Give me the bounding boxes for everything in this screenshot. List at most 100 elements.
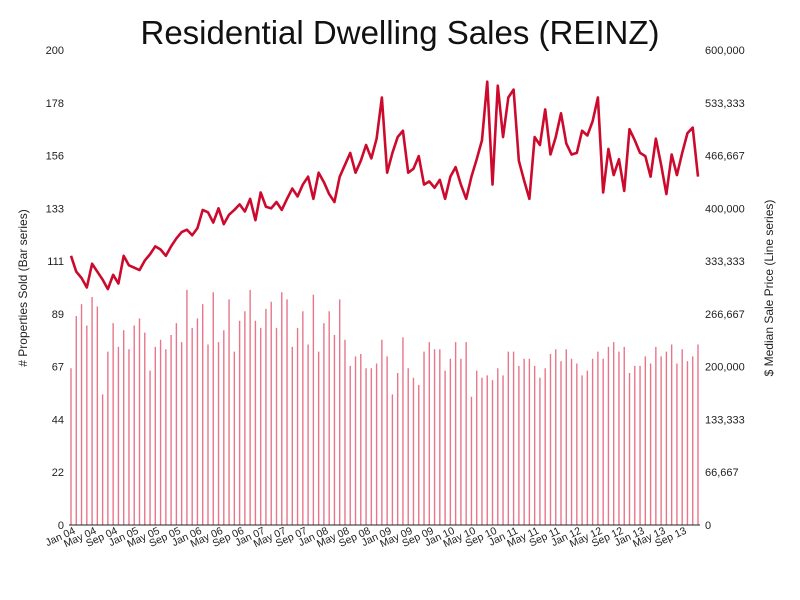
bar: [665, 351, 668, 526]
bar: [481, 377, 483, 525]
bar: [491, 380, 494, 526]
bar: [649, 363, 652, 525]
right-tick-label: 533,333: [705, 98, 745, 110]
bar: [175, 323, 178, 526]
bar: [291, 346, 293, 526]
bar: [565, 349, 567, 525]
bar: [439, 349, 441, 525]
bar: [449, 358, 452, 525]
bar: [228, 299, 230, 526]
bar: [465, 342, 467, 526]
bar: [333, 335, 336, 525]
bar: [296, 327, 299, 526]
bar: [223, 330, 225, 525]
bar: [634, 365, 636, 526]
bar: [70, 368, 72, 525]
right-tick-label: 400,000: [705, 203, 745, 215]
bar: [476, 370, 478, 526]
bar: [628, 373, 631, 525]
bar: [528, 358, 531, 525]
bar: [365, 368, 367, 525]
bar: [317, 351, 320, 526]
bar: [323, 323, 325, 526]
bar: [692, 356, 694, 526]
bar: [581, 375, 583, 526]
bar: [96, 306, 99, 525]
bar: [555, 349, 557, 525]
bar: [128, 349, 130, 525]
right-tick-label: 600,000: [705, 45, 745, 57]
bar: [339, 299, 341, 526]
bar: [349, 365, 351, 526]
bar: [686, 361, 689, 526]
bar: [560, 361, 562, 526]
bar: [344, 339, 346, 525]
bar: [217, 342, 220, 526]
bar: [133, 325, 135, 525]
bar: [144, 332, 146, 526]
bar: [470, 396, 473, 525]
bar: [597, 351, 599, 526]
line-layer: [69, 80, 700, 291]
left-tick-label: 133: [46, 203, 64, 215]
median-price-line: [69, 80, 700, 291]
bar: [396, 373, 399, 525]
bar: [122, 330, 125, 525]
bar: [412, 377, 415, 525]
bars-layer: [70, 289, 699, 526]
bar: [418, 384, 420, 526]
bar: [570, 358, 573, 525]
bar: [360, 354, 362, 525]
bar: [623, 346, 625, 526]
bar: [159, 339, 162, 525]
bar: [180, 342, 183, 526]
bar: [381, 339, 383, 525]
bar: [281, 292, 283, 525]
bar: [75, 316, 77, 525]
bar: [212, 292, 214, 525]
bar: [697, 344, 699, 525]
bar: [354, 356, 357, 526]
bar: [191, 327, 193, 526]
bar: [202, 304, 204, 526]
bar: [207, 344, 209, 525]
bar: [402, 337, 404, 526]
bar: [286, 299, 288, 526]
bar: [328, 311, 330, 525]
bar: [370, 368, 373, 525]
bar: [165, 349, 167, 525]
left-tick-label: 44: [52, 414, 64, 426]
right-tick-label: 200,000: [705, 362, 745, 374]
right-tick-label: 133,333: [705, 414, 745, 426]
bar: [676, 363, 678, 525]
bar: [275, 327, 278, 526]
bar: [391, 394, 394, 526]
bar: [512, 351, 515, 526]
bar: [138, 318, 141, 526]
bar: [375, 363, 378, 525]
left-tick-label: 178: [46, 98, 64, 110]
bar: [655, 346, 657, 526]
right-axis-title: $ Median Sale Price (Line series): [762, 200, 776, 377]
bar: [107, 351, 109, 526]
right-tick-label: 466,667: [705, 151, 745, 163]
bar: [307, 344, 309, 525]
bar: [170, 335, 172, 525]
bar: [91, 297, 93, 525]
chart-title: Residential Dwelling Sales (REINZ): [140, 14, 660, 51]
bar: [618, 351, 620, 526]
bar: [259, 327, 262, 526]
bar: [502, 375, 504, 526]
bar: [486, 375, 488, 526]
right-tick-label: 0: [705, 520, 711, 532]
left-tick-label: 0: [58, 520, 64, 532]
bar: [428, 342, 430, 526]
bar: [507, 351, 510, 526]
bar: [154, 346, 156, 526]
bar: [407, 368, 409, 525]
left-tick-label: 89: [52, 309, 64, 321]
bar: [444, 370, 446, 526]
right-tick-label: 266,667: [705, 309, 745, 321]
bar: [586, 370, 589, 526]
